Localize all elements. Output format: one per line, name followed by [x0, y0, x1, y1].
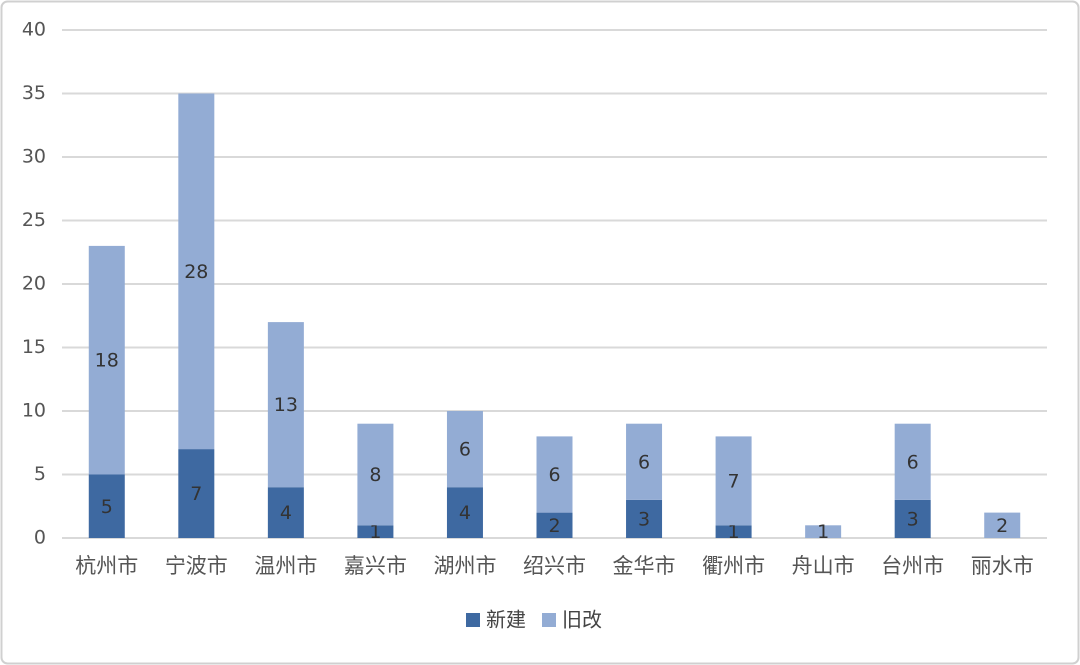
y-tick-label: 35 [22, 82, 46, 104]
y-tick-label: 10 [22, 400, 46, 422]
data-label: 8 [369, 464, 381, 486]
bar-segment [178, 93, 215, 450]
bar-segment [984, 512, 1021, 538]
y-tick-label: 0 [34, 527, 46, 549]
x-tick-label: 温州市 [254, 554, 317, 578]
data-label: 5 [101, 496, 113, 518]
data-label: 6 [459, 439, 471, 461]
bar-segment [267, 322, 304, 488]
bar-segment [805, 525, 842, 538]
bar-segment [267, 487, 304, 538]
data-label: 7 [190, 483, 202, 505]
data-label: 6 [907, 451, 919, 473]
data-label: 13 [274, 394, 298, 416]
x-tick-label: 衢州市 [702, 554, 765, 578]
bar-segment [88, 245, 125, 475]
data-label: 7 [728, 470, 740, 492]
x-tick-label: 杭州市 [75, 554, 138, 578]
x-tick-label: 金华市 [613, 554, 676, 578]
x-tick-label: 宁波市 [165, 554, 228, 578]
bar-segment [357, 525, 394, 538]
legend-label: 新建 [486, 608, 526, 632]
x-tick-label: 丽水市 [971, 554, 1034, 578]
data-label: 2 [548, 515, 560, 537]
bar-segment [626, 499, 663, 538]
bar-segment [715, 436, 752, 526]
data-label: 6 [638, 451, 650, 473]
data-label: 3 [907, 508, 919, 530]
x-tick-label: 湖州市 [433, 554, 496, 578]
x-tick-label: 台州市 [881, 554, 944, 578]
y-tick-label: 25 [22, 209, 46, 231]
bar-segment [178, 449, 215, 538]
y-tick-label: 5 [34, 463, 46, 485]
data-label: 1 [817, 521, 829, 543]
bar-segment [88, 474, 125, 538]
data-label: 4 [280, 502, 292, 524]
bar-segment [536, 512, 573, 538]
bar-segment [357, 423, 394, 526]
y-tick-label: 20 [22, 273, 46, 295]
data-label: 6 [548, 464, 560, 486]
legend-swatch [466, 613, 480, 627]
data-label: 1 [728, 521, 740, 543]
bar-segment [536, 436, 573, 513]
legend-swatch [542, 613, 556, 627]
y-tick-label: 40 [22, 19, 46, 41]
data-label: 2 [996, 515, 1008, 537]
data-label: 3 [638, 508, 650, 530]
y-tick-label: 15 [22, 336, 46, 358]
legend-label: 旧改 [562, 608, 602, 632]
x-tick-label: 嘉兴市 [344, 554, 407, 578]
data-label: 28 [184, 261, 208, 283]
y-tick-label: 30 [22, 146, 46, 168]
bar-segment [446, 411, 483, 488]
data-label: 1 [369, 521, 381, 543]
data-label: 18 [95, 350, 119, 372]
bar-segment [715, 525, 752, 538]
bar-segment [626, 423, 663, 500]
data-label: 4 [459, 502, 471, 524]
bar-segment [446, 487, 483, 538]
x-tick-label: 绍兴市 [523, 554, 586, 578]
bar-segment [894, 423, 931, 500]
bar-segment [894, 499, 931, 538]
x-tick-label: 舟山市 [792, 554, 855, 578]
